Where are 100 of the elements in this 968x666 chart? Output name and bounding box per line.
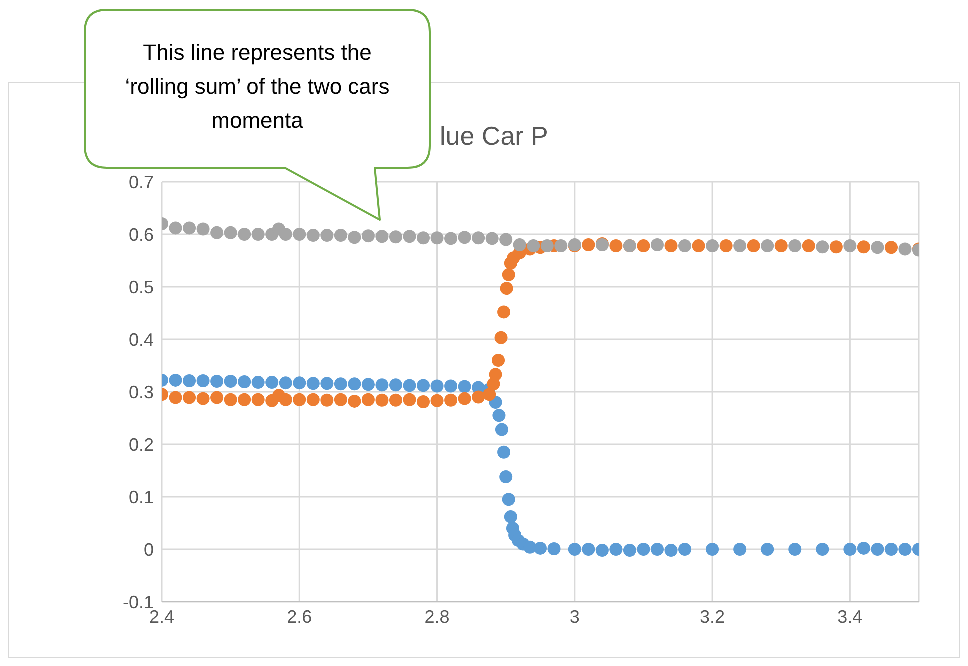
- point: [706, 240, 720, 253]
- point: [610, 543, 623, 556]
- x-tick-label: 3.4: [838, 606, 863, 627]
- y-tick-label: 0: [144, 540, 154, 560]
- point: [492, 409, 506, 422]
- point: [306, 229, 320, 242]
- point: [430, 232, 444, 245]
- point: [430, 380, 444, 393]
- point: [678, 240, 692, 253]
- point: [489, 368, 502, 382]
- point: [224, 375, 238, 388]
- point: [844, 543, 857, 556]
- point: [502, 268, 516, 282]
- point: [816, 543, 830, 556]
- point: [169, 391, 182, 404]
- point: [238, 393, 252, 406]
- point: [502, 493, 516, 506]
- x-tick-label: 3: [570, 606, 580, 627]
- point: [857, 542, 870, 555]
- point: [430, 394, 444, 408]
- point: [568, 543, 582, 556]
- point: [320, 394, 334, 407]
- point: [348, 394, 362, 408]
- point: [596, 544, 609, 558]
- x-tick-label: 2.8: [424, 606, 450, 627]
- point: [362, 230, 375, 243]
- point: [692, 240, 706, 253]
- y-tick-label: 0.3: [128, 382, 154, 402]
- y-tick-label: 0.7: [128, 172, 154, 192]
- point: [293, 393, 306, 406]
- point: [444, 394, 458, 407]
- point: [417, 232, 430, 245]
- point: [196, 374, 210, 388]
- point: [871, 241, 884, 254]
- point: [266, 376, 279, 390]
- point: [884, 241, 898, 254]
- point: [582, 238, 596, 252]
- point: [486, 232, 499, 246]
- point: [169, 374, 182, 387]
- point: [238, 376, 252, 389]
- point: [483, 388, 496, 402]
- point: [492, 354, 506, 367]
- point: [376, 230, 389, 244]
- point: [623, 544, 636, 558]
- point: [389, 230, 402, 244]
- point: [500, 282, 514, 296]
- point: [871, 543, 884, 556]
- point: [210, 391, 224, 404]
- point: [362, 378, 375, 392]
- y-tick-label: 0.6: [128, 224, 154, 245]
- point: [320, 377, 334, 390]
- point: [898, 242, 912, 256]
- point: [183, 222, 196, 235]
- point: [857, 240, 870, 254]
- point: [534, 542, 547, 555]
- point: [664, 544, 678, 558]
- point: [637, 240, 650, 253]
- point: [252, 393, 265, 406]
- point: [650, 238, 664, 252]
- text: This line represents the ‘rolling sum’ of the two cars momenta: [125, 39, 390, 135]
- point: [224, 393, 238, 406]
- point: [210, 375, 224, 388]
- point: [293, 228, 306, 241]
- x-tick-label: 2.6: [287, 606, 312, 627]
- point: [417, 395, 430, 408]
- point: [458, 392, 472, 406]
- point: [183, 374, 196, 388]
- chart-title: lue Car P: [440, 121, 548, 152]
- point: [527, 240, 540, 253]
- point: [720, 240, 733, 253]
- point: [389, 378, 402, 392]
- point: [500, 233, 513, 246]
- point: [306, 393, 320, 406]
- point: [774, 240, 788, 253]
- point: [238, 228, 252, 241]
- point: [444, 380, 458, 393]
- point: [293, 376, 306, 390]
- point: [582, 543, 596, 556]
- point: [678, 543, 692, 556]
- point: [747, 240, 760, 253]
- point: [458, 231, 472, 244]
- point: [279, 393, 292, 406]
- point: [802, 240, 816, 253]
- point: [348, 231, 362, 244]
- point: [334, 229, 348, 242]
- y-tick-label: 0.5: [128, 277, 154, 298]
- point: [444, 232, 458, 246]
- point: [306, 377, 320, 390]
- point: [734, 240, 747, 253]
- point: [884, 543, 898, 556]
- point: [830, 240, 843, 254]
- point: [554, 240, 568, 253]
- point: [495, 423, 508, 436]
- point: [169, 222, 182, 235]
- point: [403, 379, 416, 392]
- point: [334, 378, 348, 391]
- point: [252, 376, 265, 390]
- point: [472, 390, 486, 404]
- point: [494, 331, 508, 344]
- point: [320, 229, 334, 242]
